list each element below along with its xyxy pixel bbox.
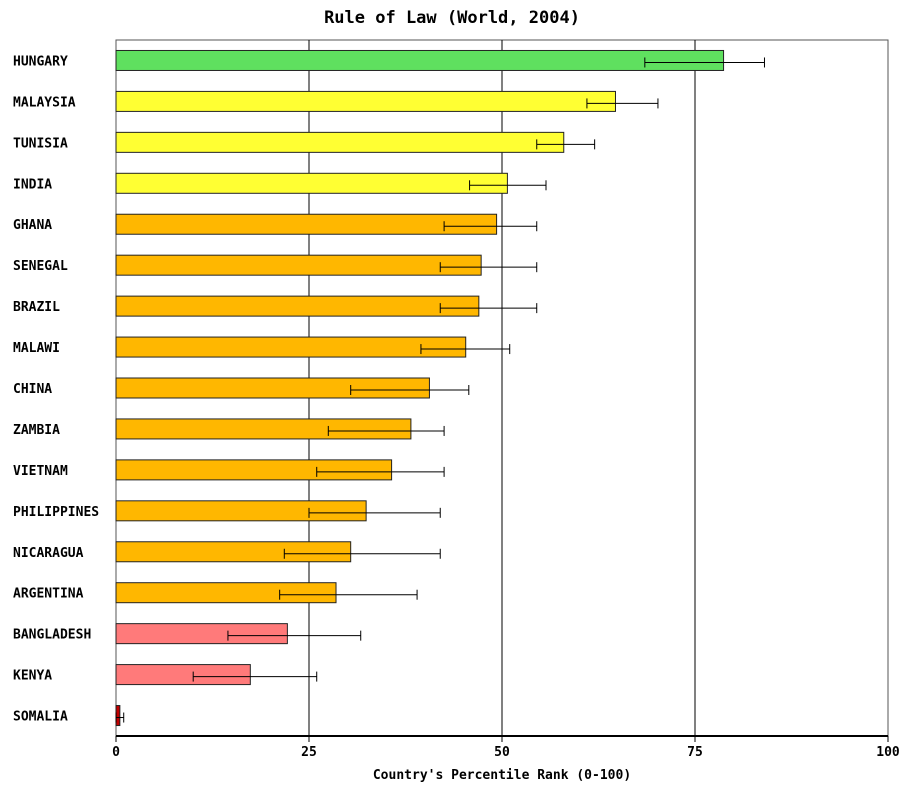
- category-label: NICARAGUA: [13, 546, 84, 561]
- bar: [115, 49, 725, 71]
- x-tick-label: 0: [112, 745, 120, 760]
- x-tick-label: 25: [301, 745, 317, 760]
- bar: [115, 418, 412, 440]
- x-tick-label: 75: [687, 745, 703, 760]
- category-label: BRAZIL: [13, 300, 60, 315]
- bar: [115, 336, 467, 358]
- bar: [115, 705, 121, 727]
- x-axis-label: Country's Percentile Rank (0-100): [372, 768, 632, 783]
- category-label: PHILIPPINES: [13, 505, 99, 520]
- category-label: SENEGAL: [13, 259, 68, 274]
- x-tick-label: 50: [494, 745, 510, 760]
- bar: [115, 541, 352, 563]
- category-label: CHINA: [13, 382, 52, 397]
- category-label: BANGLADESH: [13, 628, 91, 643]
- x-tick-label: 100: [876, 745, 900, 760]
- bar: [115, 459, 393, 481]
- category-label: TUNISIA: [13, 136, 68, 151]
- bar: [115, 664, 251, 686]
- bar: [115, 213, 498, 235]
- category-label: INDIA: [13, 177, 52, 192]
- bar: [115, 131, 565, 153]
- bar: [115, 582, 337, 604]
- category-label: HUNGARY: [13, 54, 68, 69]
- category-label: ZAMBIA: [13, 423, 60, 438]
- category-label: ARGENTINA: [13, 587, 84, 602]
- bar: [115, 90, 616, 112]
- chart-title: Rule of Law (World, 2004): [324, 8, 580, 28]
- category-label: MALAYSIA: [13, 95, 76, 110]
- bar: [115, 295, 480, 317]
- category-label: KENYA: [13, 669, 52, 684]
- bar: [115, 500, 367, 522]
- category-label: GHANA: [13, 218, 52, 233]
- bar: [115, 377, 430, 399]
- bar: [115, 172, 508, 194]
- category-label: VIETNAM: [13, 464, 68, 479]
- category-label: MALAWI: [13, 341, 60, 356]
- bar: [115, 623, 288, 645]
- category-label: SOMALIA: [13, 710, 68, 725]
- bar: [115, 254, 482, 276]
